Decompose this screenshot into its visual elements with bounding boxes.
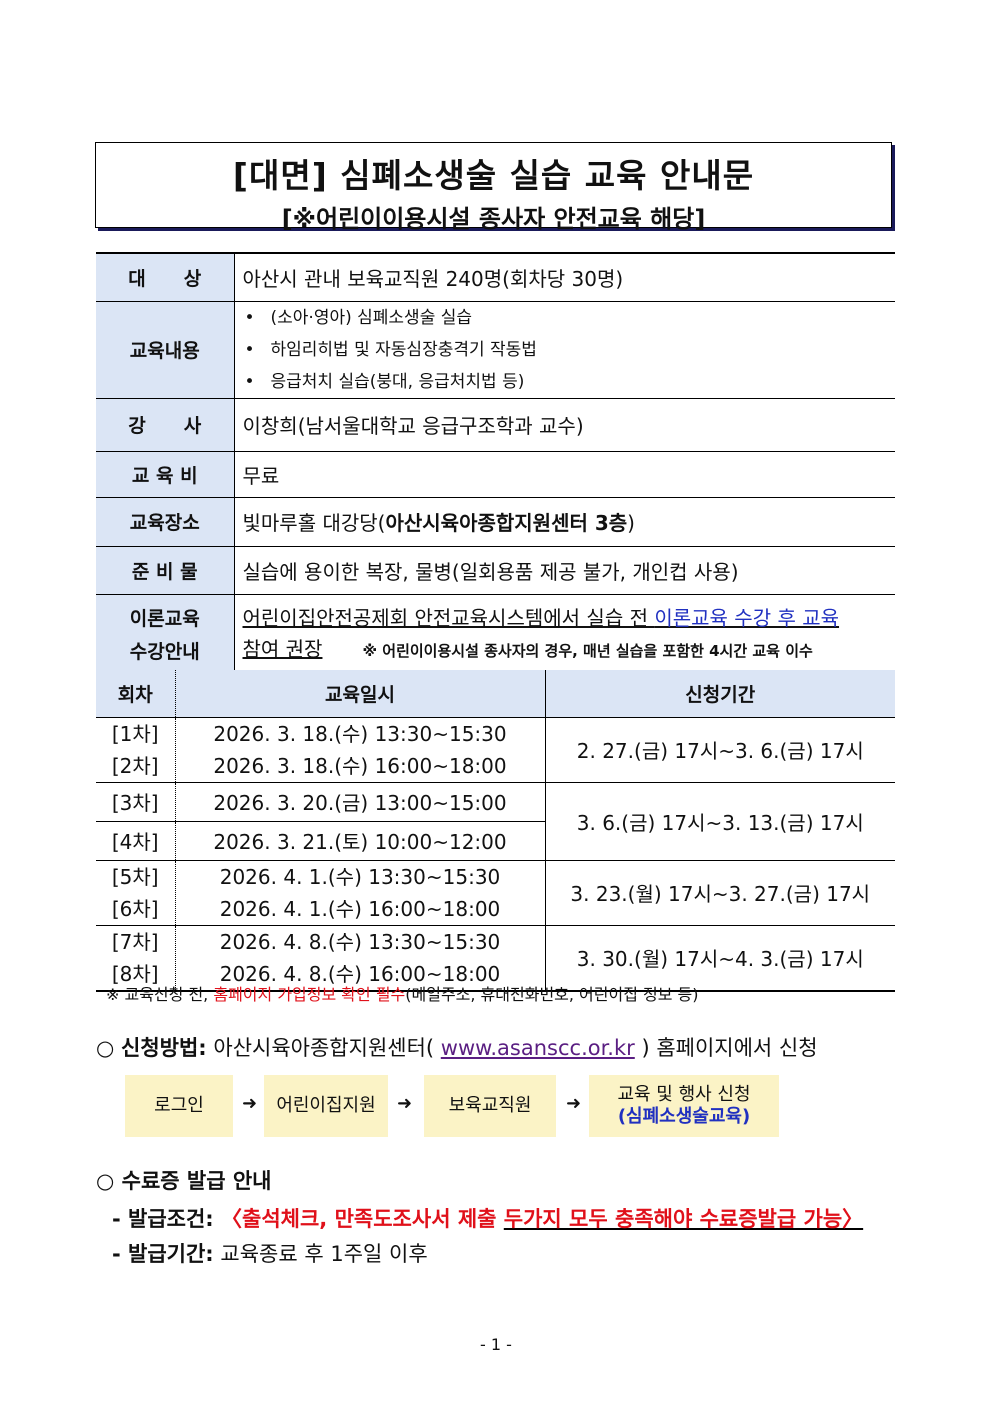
table-row: [3차] 2026. 3. 20.(금) 13:00~15:00 3. 6.(금) … <box>96 782 895 861</box>
apply-method: ○ 신청방법: 아산시육아종합지원센터( www.asanscc.or.kr )… <box>96 1036 818 1060</box>
page-title: [대면] 심폐소생술 실습 교육 안내문 <box>232 156 755 195</box>
content-list: • (소아·영아) 심폐소생술 실습 • 하임리히법 및 자동심장충격기 작동법 •… <box>234 300 895 398</box>
table-row: [1차] [2차] 2026. 3. 18.(수) 13:30~15:30 2026.… <box>96 717 895 783</box>
step-apply-event: 교육 및 행사 신청 (심폐소생술교육) <box>589 1075 779 1137</box>
theory-link-cont[interactable]: 참여 권장 <box>242 636 323 661</box>
step-staff: 보육교직원 <box>424 1075 556 1137</box>
label-instructor: 강 사 <box>96 397 235 451</box>
schedule-footnote: ※ 교육신청 전, 홈페이지 가입정보 확인 필수(메일주소, 휴대전화번호, … <box>106 985 699 1004</box>
value-place: 빛마루홀 대강당(아산시육아종합지원센터 3층) <box>234 496 895 546</box>
theory-link[interactable]: 어린이집안전공제회 안전교육시스템에서 실습 전 이론교육 수강 후 교육 <box>242 605 840 630</box>
list-item: • 응급처치 실습(붕대, 응급처치법 등) <box>244 371 525 392</box>
cert-title: ○ 수료증 발급 안내 <box>96 1169 272 1193</box>
cert-period: - 발급기간: 교육종료 후 1주일 이후 <box>112 1242 428 1266</box>
label-fee: 교 육 비 <box>96 450 235 497</box>
table-row: [5차] [6차] 2026. 4. 1.(수) 13:30~15:30 2026. … <box>96 860 895 926</box>
label-supplies: 준 비 물 <box>96 545 235 594</box>
table-row: [4차] 2026. 3. 21.(토) 10:00~12:00 <box>96 821 895 861</box>
value-target: 아산시 관내 보육교직원 240명(회차당 30명) <box>234 252 895 301</box>
step-daycare-support: 어린이집지원 <box>264 1075 388 1137</box>
step-login: 로그인 <box>125 1075 233 1137</box>
arrow-icon: ➜ <box>242 1093 258 1114</box>
value-supplies: 실습에 용이한 복장, 물병(일회용품 제공 불가, 개인컵 사용) <box>234 545 895 594</box>
list-item: • (소아·영아) 심폐소생술 실습 <box>244 307 473 328</box>
label-theory: 이론교육 수강안내 <box>96 593 235 674</box>
title-box: [대면] 심폐소생술 실습 교육 안내문 [※어린이이용시설 종사자 안전교육 … <box>95 142 892 233</box>
header-datetime: 교육일시 <box>175 670 546 718</box>
arrow-icon: ➜ <box>397 1093 413 1114</box>
list-item: • 하임리히법 및 자동심장충격기 작동법 <box>244 339 537 360</box>
cert-condition: - 발급조건: 〈출석체크, 만족도조사서 제출 두가지 모두 충족해야 수료증… <box>112 1207 864 1231</box>
table-row: [7차] [8차] 2026. 4. 8.(수) 13:30~15:30 2026. … <box>96 925 895 991</box>
label-target: 대 상 <box>96 252 235 301</box>
header-round: 회차 <box>96 670 176 718</box>
theory-note: ※ 어린이이용시설 종사자의 경우, 매년 실습을 포함한 4시간 교육 이수 <box>362 641 813 660</box>
info-table: 대 상 아산시 관내 보육교직원 240명(회차당 30명) 교육내용 • (소아·… <box>96 252 895 675</box>
label-place: 교육장소 <box>96 496 235 546</box>
schedule-table: 회차 교육일시 신청기간 [1차] [2차] 2026. 3. 18.(수) 13:30… <box>96 670 895 992</box>
page-number: - 1 - <box>480 1335 512 1354</box>
website-link[interactable]: www.asanscc.or.kr <box>440 1036 635 1060</box>
label-content: 교육내용 <box>96 300 235 398</box>
page-subtitle: [※어린이이용시설 종사자 안전교육 해당] <box>281 205 706 233</box>
value-instructor: 이창희(남서울대학교 응급구조학과 교수) <box>234 397 895 451</box>
value-theory: 어린이집안전공제회 안전교육시스템에서 실습 전 이론교육 수강 후 교육 참여… <box>234 593 895 674</box>
header-period: 신청기간 <box>545 670 895 718</box>
arrow-icon: ➜ <box>566 1093 582 1114</box>
value-fee: 무료 <box>234 450 895 497</box>
